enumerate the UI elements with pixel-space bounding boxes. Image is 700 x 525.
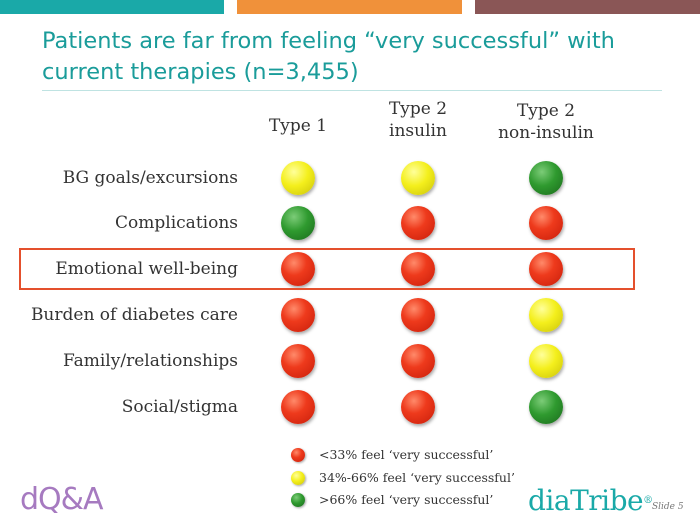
rating-dot-green xyxy=(529,161,563,195)
rating-dot-red xyxy=(401,252,435,286)
rating-dot-red xyxy=(281,390,315,424)
rating-dot-green xyxy=(281,206,315,240)
header-band-teal xyxy=(0,0,224,14)
column-header-2: Type 2 insulin xyxy=(388,99,448,141)
highlight-box-emotional-well-being xyxy=(19,248,635,290)
column-header-1: Type 1 xyxy=(268,116,328,136)
rating-dot-red xyxy=(401,206,435,240)
dqa-logo-text: dQ&A xyxy=(20,482,104,517)
legend-text: 34%-66% feel ‘very successful’ xyxy=(319,470,515,485)
rating-dot-red xyxy=(281,298,315,332)
rating-dot-red xyxy=(529,252,563,286)
slide-number: Slide 5 xyxy=(652,502,684,512)
legend-dot-green xyxy=(291,493,305,507)
legend-text: <33% feel ‘very successful’ xyxy=(319,447,494,462)
legend-dot-yellow xyxy=(291,471,305,485)
rating-dot-red xyxy=(401,344,435,378)
column-header-3: Type 2 non-insulin xyxy=(498,101,594,143)
rating-dot-red xyxy=(529,206,563,240)
rating-dot-red xyxy=(281,344,315,378)
rating-dot-yellow xyxy=(529,344,563,378)
legend-dot-red xyxy=(291,448,305,462)
rating-dot-red xyxy=(401,390,435,424)
row-label: Social/stigma xyxy=(121,397,238,417)
rating-dot-yellow xyxy=(529,298,563,332)
row-label: Family/relationships xyxy=(62,351,238,371)
header-band-orange xyxy=(237,0,462,14)
registered-mark: ® xyxy=(643,495,653,506)
rating-dot-red xyxy=(281,252,315,286)
header-band-brown xyxy=(475,0,700,14)
rating-dot-yellow xyxy=(281,161,315,195)
rating-dot-yellow xyxy=(401,161,435,195)
dqa-logo: dQ&A xyxy=(20,482,104,518)
row-label: Complications xyxy=(115,213,238,233)
diatribe-logo-text: diaTribe xyxy=(528,484,644,517)
row-label: BG goals/excursions xyxy=(62,168,238,188)
legend-text: >66% feel ‘very successful’ xyxy=(319,492,494,507)
title-divider xyxy=(42,90,662,91)
slide-title: Patients are far from feeling “very succ… xyxy=(42,28,615,85)
rating-dot-red xyxy=(401,298,435,332)
row-label: Burden of diabetes care xyxy=(30,305,238,325)
diatribe-logo: diaTribe® xyxy=(528,484,653,518)
rating-dot-green xyxy=(529,390,563,424)
row-label: Emotional well-being xyxy=(55,259,238,279)
